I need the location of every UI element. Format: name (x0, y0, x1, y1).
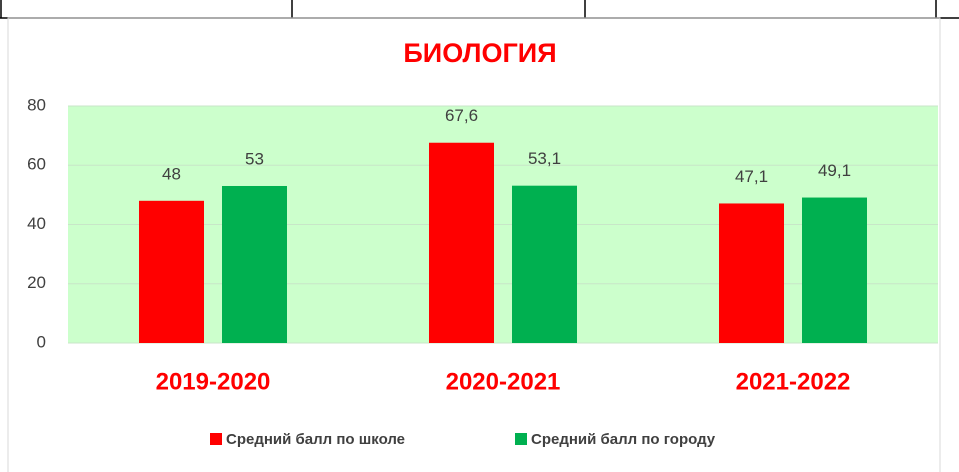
data-label: 47,1 (735, 167, 768, 186)
bar (512, 185, 577, 343)
legend-label: Средний балл по городу (531, 431, 716, 448)
chart-title: БИОЛОГИЯ (403, 38, 556, 68)
data-label: 49,1 (818, 161, 851, 180)
y-tick-label: 40 (27, 214, 46, 233)
bar (719, 203, 784, 343)
bar (429, 142, 494, 343)
x-tick-label: 2020-2021 (446, 368, 561, 395)
y-tick-label: 20 (27, 273, 46, 292)
legend-label: Средний балл по школе (226, 431, 405, 448)
legend-swatch (515, 433, 527, 445)
chart-border (7, 17, 941, 472)
data-label: 53,1 (528, 149, 561, 168)
bar (139, 200, 204, 343)
y-tick-label: 60 (27, 155, 46, 174)
x-tick-label: 2021-2022 (736, 368, 851, 395)
data-label: 48 (162, 164, 181, 183)
bar (802, 197, 867, 343)
bar (222, 185, 287, 343)
x-tick-label: 2019-2020 (156, 368, 271, 395)
data-label: 67,6 (445, 106, 478, 125)
table-frame (0, 0, 959, 19)
y-tick-label: 0 (37, 332, 46, 351)
y-tick-label: 80 (27, 95, 46, 114)
data-label: 53 (245, 149, 264, 168)
legend-swatch (210, 433, 222, 445)
